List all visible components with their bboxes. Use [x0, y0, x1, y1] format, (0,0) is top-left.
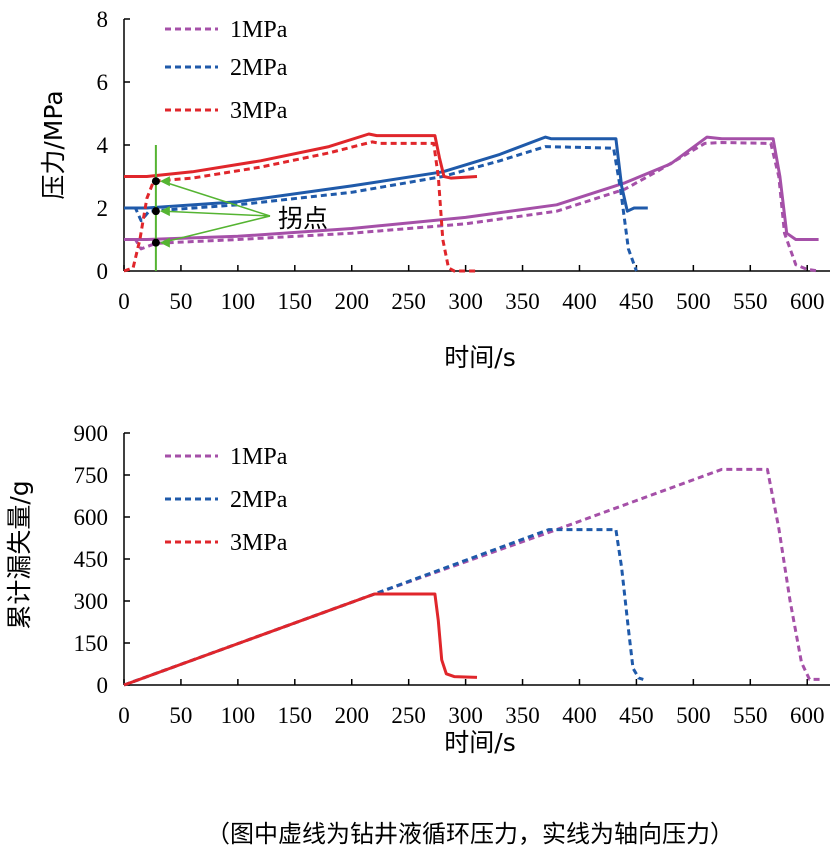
leakage-y-tick-label: 600 — [74, 505, 109, 530]
pressure-y-tick-label: 8 — [97, 7, 109, 32]
leakage-x-tick-label: 600 — [790, 703, 825, 728]
pressure-x-tick-label: 600 — [790, 289, 825, 314]
inflection-point — [151, 207, 160, 216]
legend-label-2MPa: 2MPa — [230, 55, 288, 81]
leakage-x-tick-label: 50 — [169, 703, 192, 728]
leakage-series-1MPa-dashed — [123, 467, 821, 687]
inflection-arrow — [161, 180, 271, 217]
leakage-series-2MPa-dashed — [123, 528, 644, 687]
pressure-x-tick-label: 100 — [221, 289, 256, 314]
leakage-x-tick-label: 500 — [676, 703, 711, 728]
pressure-x-tick-label: 550 — [733, 289, 768, 314]
leakage-y-axis-title: 累计漏失量/g — [5, 480, 34, 629]
leakage-chart: 时间/s 累计漏失量/g 0 150 300 450 600 750 900 0 50 100 15… — [5, 421, 830, 757]
pressure-x-tick-label: 250 — [391, 289, 426, 314]
leakage-x-axis-title: 时间/s — [444, 728, 515, 757]
pressure-y-tick-label: 2 — [97, 196, 109, 221]
pressure-x-tick-label: 200 — [334, 289, 369, 314]
pressure-x-tick-label: 400 — [562, 289, 597, 314]
pressure-x-tick-label: 450 — [619, 289, 654, 314]
inflection-arrowhead — [159, 176, 170, 187]
leakage-x-tick-label: 300 — [448, 703, 483, 728]
leakage-x-tick-label: 100 — [221, 703, 256, 728]
leakage-x-tick-label: 150 — [278, 703, 313, 728]
leakage-x-tick-label: 250 — [391, 703, 426, 728]
inflection-arrow — [161, 210, 271, 217]
leakage-x-tick-label: 350 — [505, 703, 540, 728]
pressure-x-tick-label: 150 — [278, 289, 313, 314]
leakage-x-tick-label: 450 — [619, 703, 654, 728]
pressure-series-2MPa-solid — [124, 135, 648, 213]
pressure-x-tick-label: 50 — [169, 289, 192, 314]
leakage-x-tick-label: 0 — [118, 703, 130, 728]
leakage-series-3MPa-solid — [123, 592, 478, 687]
figure-footnote: （图中虚线为钻井液循环压力，实线为轴向压力） — [206, 820, 734, 848]
leakage-x-tick-label: 400 — [562, 703, 597, 728]
pressure-series-1MPa-solid — [124, 135, 819, 241]
legend-label-1MPa: 1MPa — [230, 17, 288, 43]
pressure-x-tick-label: 350 — [505, 289, 540, 314]
leakage-y-tick-label: 150 — [74, 631, 109, 656]
inflection-arrowhead — [159, 237, 170, 248]
pressure-y-tick-label: 4 — [97, 133, 109, 158]
inflection-label: 拐点 — [278, 204, 328, 233]
pressure-x-tick-label: 500 — [676, 289, 711, 314]
leakage-x-tick-label: 550 — [733, 703, 768, 728]
pressure-y-tick-label: 0 — [97, 259, 109, 284]
pressure-chart: 时间/s 压力/MPa 拐点 0 2 4 6 8 0 50 100 150 200 250 300 35… — [39, 7, 830, 372]
legend-label-3MPa: 3MPa — [230, 530, 288, 556]
pressure-x-tick-label: 0 — [118, 289, 130, 314]
pressure-x-tick-label: 300 — [448, 289, 483, 314]
inflection-point — [151, 238, 160, 247]
pressure-series-3MPa-dashed — [123, 140, 477, 273]
legend-label-3MPa: 3MPa — [230, 98, 288, 124]
pressure-y-axis-title: 压力/MPa — [39, 90, 68, 199]
pressure-x-axis-title: 时间/s — [444, 343, 515, 372]
inflection-point — [151, 177, 160, 186]
leakage-y-tick-label: 300 — [74, 589, 109, 614]
leakage-y-tick-label: 750 — [74, 463, 109, 488]
leakage-y-tick-label: 450 — [74, 547, 109, 572]
pressure-series-3MPa-solid — [124, 132, 478, 180]
pressure-y-tick-label: 6 — [97, 70, 109, 95]
legend-label-2MPa: 2MPa — [230, 487, 288, 513]
legend-label-1MPa: 1MPa — [230, 444, 288, 470]
leakage-x-tick-label: 200 — [334, 703, 369, 728]
inflection-arrowhead — [159, 206, 170, 217]
leakage-y-tick-label: 900 — [74, 421, 109, 446]
leakage-y-tick-label: 0 — [97, 673, 109, 698]
inflection-arrow — [161, 215, 271, 244]
